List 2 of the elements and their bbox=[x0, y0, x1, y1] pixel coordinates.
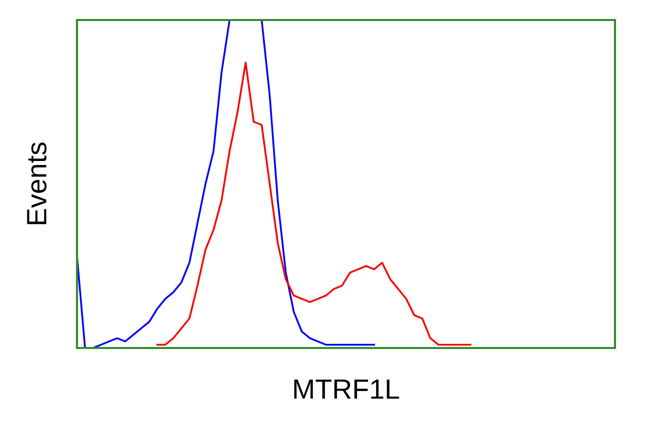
x-axis-title: MTRF1L bbox=[294, 380, 400, 399]
y-axis-title: Events bbox=[27, 142, 47, 224]
